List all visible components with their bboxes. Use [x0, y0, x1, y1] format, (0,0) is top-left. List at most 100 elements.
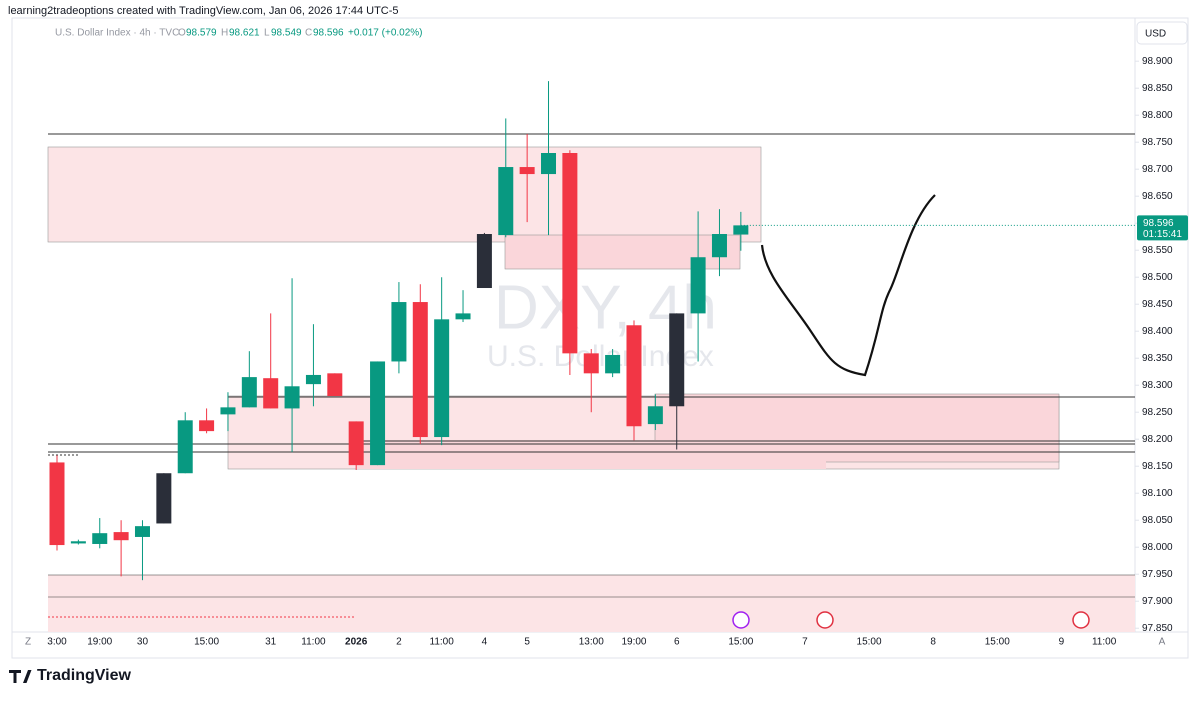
- y-tick-label: 98.350: [1142, 353, 1173, 364]
- y-tick-label: 98.800: [1142, 110, 1173, 121]
- candle-body: [476, 234, 492, 289]
- plot: 98.90098.85098.80098.75098.70098.65098.6…: [47, 56, 1188, 648]
- x-tick-label: 11:00: [301, 637, 326, 648]
- candle-body: [647, 406, 663, 425]
- candle-body: [199, 420, 215, 432]
- legend-label: O: [178, 28, 186, 39]
- x-tick-label: 15:00: [728, 637, 753, 648]
- legend-value: 98.596: [313, 28, 344, 39]
- candle-body: [711, 234, 727, 258]
- zoom-button[interactable]: Z: [25, 637, 31, 648]
- x-tick-label: 5: [524, 637, 530, 648]
- frame: [11, 17, 1189, 659]
- candle-body: [605, 354, 621, 374]
- candle-body: [583, 353, 599, 374]
- y-tick-label: 98.850: [1142, 83, 1173, 94]
- legend-label: L: [264, 28, 270, 39]
- x-tick-label: 2: [396, 637, 402, 648]
- y-tick-label: 98.400: [1142, 326, 1173, 337]
- x-tick-label: 2026: [345, 637, 368, 648]
- x-tick-label: 8: [930, 637, 936, 648]
- candle-body: [541, 153, 557, 175]
- y-tick-label: 98.250: [1142, 407, 1173, 418]
- y-tick-label: 98.200: [1142, 434, 1173, 445]
- x-tick-label: 19:00: [621, 637, 646, 648]
- last-price-box: [1137, 215, 1188, 241]
- candle-body: [327, 373, 343, 397]
- x-tick-label: 3:00: [47, 637, 67, 648]
- x-tick-label: 7: [802, 637, 808, 648]
- candle-body: [263, 378, 279, 409]
- candle-body: [519, 167, 535, 175]
- brand-name: TradingView: [37, 667, 132, 684]
- candle-body: [434, 319, 450, 438]
- x-tick-label: 30: [137, 637, 149, 648]
- candle-body: [177, 420, 193, 474]
- candle-body: [92, 533, 108, 544]
- y-tick-label: 98.100: [1142, 488, 1173, 499]
- y-tick-label: 98.300: [1142, 380, 1173, 391]
- candle-body: [305, 374, 321, 385]
- y-tick-label: 98.150: [1142, 461, 1173, 472]
- x-tick-label: 11:00: [1092, 637, 1117, 648]
- y-tick-label: 98.450: [1142, 299, 1173, 310]
- y-tick-label: 97.850: [1142, 623, 1173, 634]
- legend-value: 98.579: [186, 28, 217, 39]
- legend-change: +0.017 (+0.02%): [348, 28, 423, 39]
- candle-body: [562, 153, 578, 354]
- y-tick-label: 98.550: [1142, 245, 1173, 256]
- candle-body: [498, 167, 514, 236]
- candle-body: [156, 473, 172, 524]
- y-tick-label: 98.000: [1142, 542, 1173, 553]
- zone: [48, 575, 1135, 632]
- brand-logo: [9, 670, 32, 683]
- event-icon[interactable]: [816, 611, 834, 629]
- brand: TradingView: [9, 667, 132, 684]
- symbol: U.S. Dollar Index · 4h · TVC: [55, 28, 179, 39]
- x-tick-label: 19:00: [87, 637, 112, 648]
- x-tick-label: 15:00: [194, 637, 219, 648]
- currency-button[interactable]: [1136, 21, 1188, 45]
- ohlc-legend: O 98.579 H 98.621 L 98.549 C 98.596 +0.0…: [178, 28, 423, 39]
- candle-body: [49, 462, 65, 546]
- y-tick-label: 97.950: [1142, 569, 1173, 580]
- x-tick-label: 31: [265, 637, 277, 648]
- x-tick-label: 11:00: [430, 637, 455, 648]
- candle-body: [370, 361, 386, 466]
- legend-label: H: [221, 28, 228, 39]
- countdown-label: 01:15:41: [1143, 229, 1182, 240]
- x-tick-label: 9: [1059, 637, 1065, 648]
- y-tick-label: 97.900: [1142, 596, 1173, 607]
- candle-body: [455, 313, 471, 320]
- candle-body: [134, 526, 150, 537]
- candle-body: [241, 377, 257, 408]
- auto-button[interactable]: A: [1159, 637, 1166, 648]
- credit: learning2tradeoptions created with Tradi…: [8, 5, 399, 17]
- x-tick-label: 15:00: [857, 637, 882, 648]
- event-icon[interactable]: [732, 611, 750, 629]
- legend-value: 98.549: [271, 28, 302, 39]
- candle-body: [70, 541, 86, 544]
- zone: [47, 146, 762, 243]
- legend-value: 98.621: [229, 28, 260, 39]
- currency[interactable]: USD: [1145, 29, 1166, 40]
- candle-body: [733, 225, 749, 235]
- candle-body: [690, 257, 706, 314]
- zone: [356, 440, 826, 469]
- event-icon[interactable]: [1072, 611, 1090, 629]
- y-tick-label: 98.750: [1142, 137, 1173, 148]
- candle-body: [348, 421, 364, 466]
- x-tick-label: 6: [674, 637, 680, 648]
- y-tick-label: 98.700: [1142, 164, 1173, 175]
- legend-label: C: [305, 28, 312, 39]
- projection-drawing: [760, 194, 936, 377]
- candle-body: [391, 302, 407, 362]
- y-tick-label: 98.650: [1142, 191, 1173, 202]
- candle-body: [669, 313, 685, 407]
- x-tick-label: 13:00: [579, 637, 604, 648]
- candle-body: [220, 407, 236, 415]
- candle-body: [113, 532, 129, 541]
- candle-body: [284, 386, 300, 409]
- candle-body: [626, 325, 642, 427]
